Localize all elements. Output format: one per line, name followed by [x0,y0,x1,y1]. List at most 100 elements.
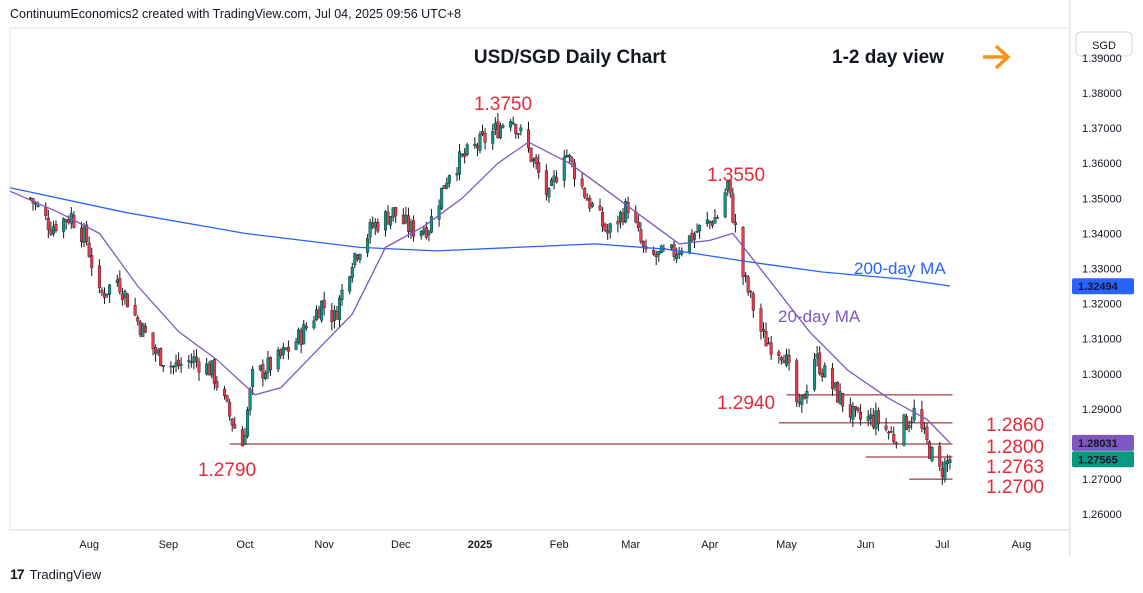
candle [572,159,576,187]
candle-body [404,214,408,223]
candle [437,199,441,227]
candle-body [286,346,290,352]
candle-body [751,293,755,311]
candle [823,362,827,378]
candle [851,401,855,428]
candle [705,211,709,227]
candle-body [281,347,285,355]
candle [639,222,643,245]
candle-body [945,460,949,464]
level-label: 1.3750 [474,94,532,115]
currency-label[interactable]: SGD [1092,40,1116,52]
candle-body [710,221,714,226]
candle-body [800,395,804,405]
candle [269,356,273,376]
candle-body [779,357,783,361]
candle-body [583,187,587,198]
candle [353,252,357,269]
candle [733,213,737,233]
candle-body [34,203,38,205]
candle [212,357,216,390]
arrow-head [994,44,1011,70]
candle [386,205,390,225]
candle-body [907,424,911,428]
candle-body [276,349,280,370]
candle-body [437,205,441,220]
currency-box[interactable] [1075,31,1133,57]
candle-body [501,125,505,128]
candle-body [424,227,428,238]
candle-body [654,254,658,257]
y-tick-label: 1.27000 [1082,474,1122,486]
candle-body [606,230,610,234]
right-arrow-icon [983,44,1011,70]
x-tick-label: Apr [701,539,718,551]
candle-body [608,223,612,233]
candle [710,220,714,229]
candle [294,337,298,351]
candle [608,222,612,239]
candle [258,364,262,372]
candle [746,274,750,296]
candle-body [251,368,255,387]
candle-body [910,421,914,424]
x-tick-label: Jul [935,539,949,551]
candle-body [230,418,234,426]
candle [583,187,587,199]
candle-body [889,431,893,433]
candle-body [746,276,750,293]
candle-body [618,211,622,222]
candle [156,347,160,357]
candle-body [670,244,674,249]
candle-body [412,220,416,237]
candle-body [261,364,265,379]
candle [51,220,55,237]
candle [767,337,771,345]
candle [841,392,845,413]
candle [322,291,326,316]
candle [475,142,479,157]
candle-body [912,407,916,421]
candle [192,349,196,370]
candle-body [675,254,679,260]
candle [90,247,94,277]
candle-body [493,122,497,131]
candle-body [836,382,840,403]
candle-body [925,426,929,440]
candle-body [657,251,661,255]
candle-body [246,409,250,437]
candle [797,393,801,408]
candle [787,348,791,371]
candle-body [473,143,477,146]
candle [279,348,283,360]
candle-body [511,122,515,124]
candle-body [815,353,819,359]
candle [197,357,201,381]
candle-body [769,342,773,355]
candle [552,170,556,190]
candle-body [368,221,372,238]
candle-body [177,359,181,367]
candle [138,319,142,338]
candle [332,305,336,329]
tradingview-brand[interactable]: 17 TradingView [10,566,101,582]
y-tick-label: 1.38000 [1082,88,1122,100]
price-badge-text: 1.28031 [1078,438,1118,450]
candle [243,427,247,446]
candle-body [118,278,122,293]
candle [442,185,446,189]
candle [409,218,413,239]
candle [777,349,781,364]
candle-body [108,284,112,295]
candle [922,422,926,435]
level-label: 1.3550 [707,165,765,186]
candle [358,253,362,264]
candle-body [677,252,681,255]
candle-body [601,212,605,227]
candle [805,384,809,404]
candle [641,240,645,253]
candle-body [458,151,462,175]
y-tick-label: 1.26000 [1082,509,1122,521]
